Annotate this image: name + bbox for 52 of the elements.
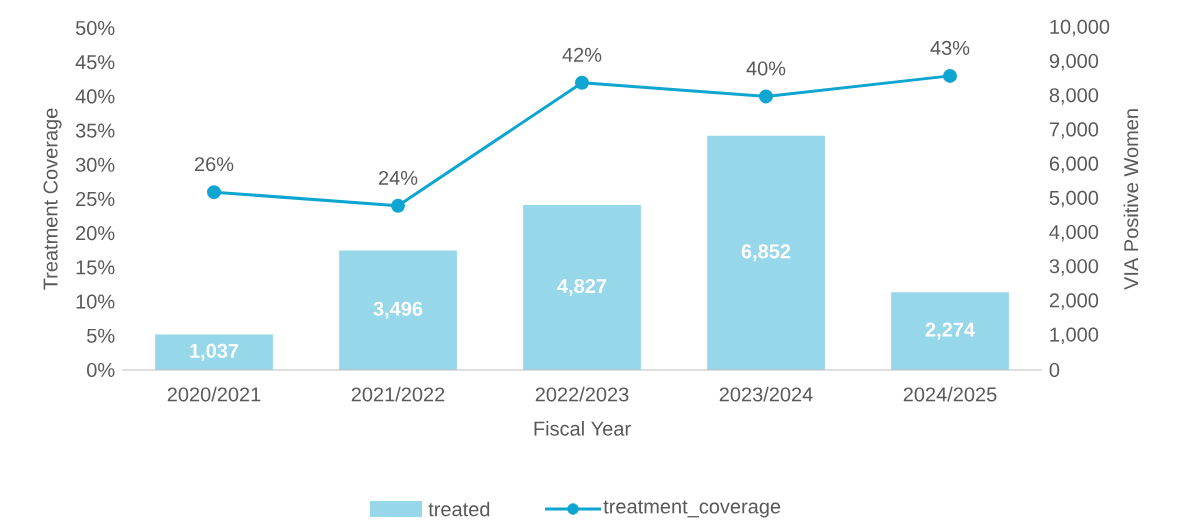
y2-tick-label: 2,000: [1049, 293, 1099, 310]
legend-label: treatment_coverage: [603, 500, 781, 518]
x-tick-label: 2023/2024: [719, 386, 813, 402]
y2-axis-title: VIA Positive Women: [1123, 109, 1139, 290]
y-tick-label: 50%: [75, 20, 115, 36]
y-tick-label: 20%: [76, 226, 115, 241]
y-tick-label: 15%: [76, 260, 115, 275]
data-label: 43%: [930, 40, 970, 55]
y2-tick-label: 10,000: [1050, 19, 1110, 37]
bar: [339, 250, 457, 370]
data-label: 26%: [195, 157, 234, 172]
data-label: 4,827: [557, 278, 607, 296]
y-tick-label: 10%: [76, 294, 115, 309]
y-tick-label: 25%: [76, 191, 115, 207]
data-label: 42%: [562, 47, 602, 62]
data-label: 40%: [746, 61, 786, 76]
y2-tick-label: 7,000: [1049, 122, 1099, 139]
point: [391, 198, 406, 213]
bar: [523, 204, 641, 370]
y2-tick-label: 9,000: [1049, 53, 1099, 71]
y-tick-label: 0%: [87, 362, 115, 378]
y-tick-label: 45%: [75, 55, 115, 70]
data-label: 6,852: [741, 244, 791, 262]
bar: [891, 292, 1009, 370]
y-tick-label: 30%: [75, 157, 115, 172]
point: [759, 89, 773, 104]
y2-tick-label: 3,000: [1049, 259, 1099, 276]
point: [575, 75, 590, 90]
y2-tick-label: 1,000: [1050, 327, 1099, 345]
x-tick-label: 2021/2022: [351, 386, 445, 402]
x-tick-label: 2020/2021: [167, 386, 261, 402]
point: [207, 185, 222, 200]
x-tick-label: 2022/2023: [535, 386, 629, 402]
legend-label: treated: [428, 501, 490, 517]
y2-tick-label: 6,000: [1049, 156, 1099, 174]
y-tick-label: 5%: [87, 328, 115, 343]
data-label: 3,496: [373, 301, 423, 319]
y2-tick-label: 5,000: [1049, 190, 1099, 208]
y2-tick-label: 4,000: [1049, 224, 1099, 242]
y-axis-title: Treatment Coverage: [43, 108, 62, 290]
y2-tick-label: 8,000: [1049, 88, 1099, 105]
bar: [707, 135, 825, 370]
y2-tick-label: 0: [1049, 362, 1060, 378]
data-label: 2,274: [925, 322, 975, 340]
point: [943, 68, 957, 83]
bar: [155, 334, 273, 370]
y-tick-label: 35%: [75, 123, 115, 138]
y-tick-label: 40%: [75, 89, 115, 104]
x-axis-title: Fiscal Year: [534, 421, 631, 436]
x-tick-label: 2024/2025: [903, 386, 997, 402]
data-label: 1,037: [190, 343, 239, 361]
data-label: 24%: [379, 170, 418, 185]
